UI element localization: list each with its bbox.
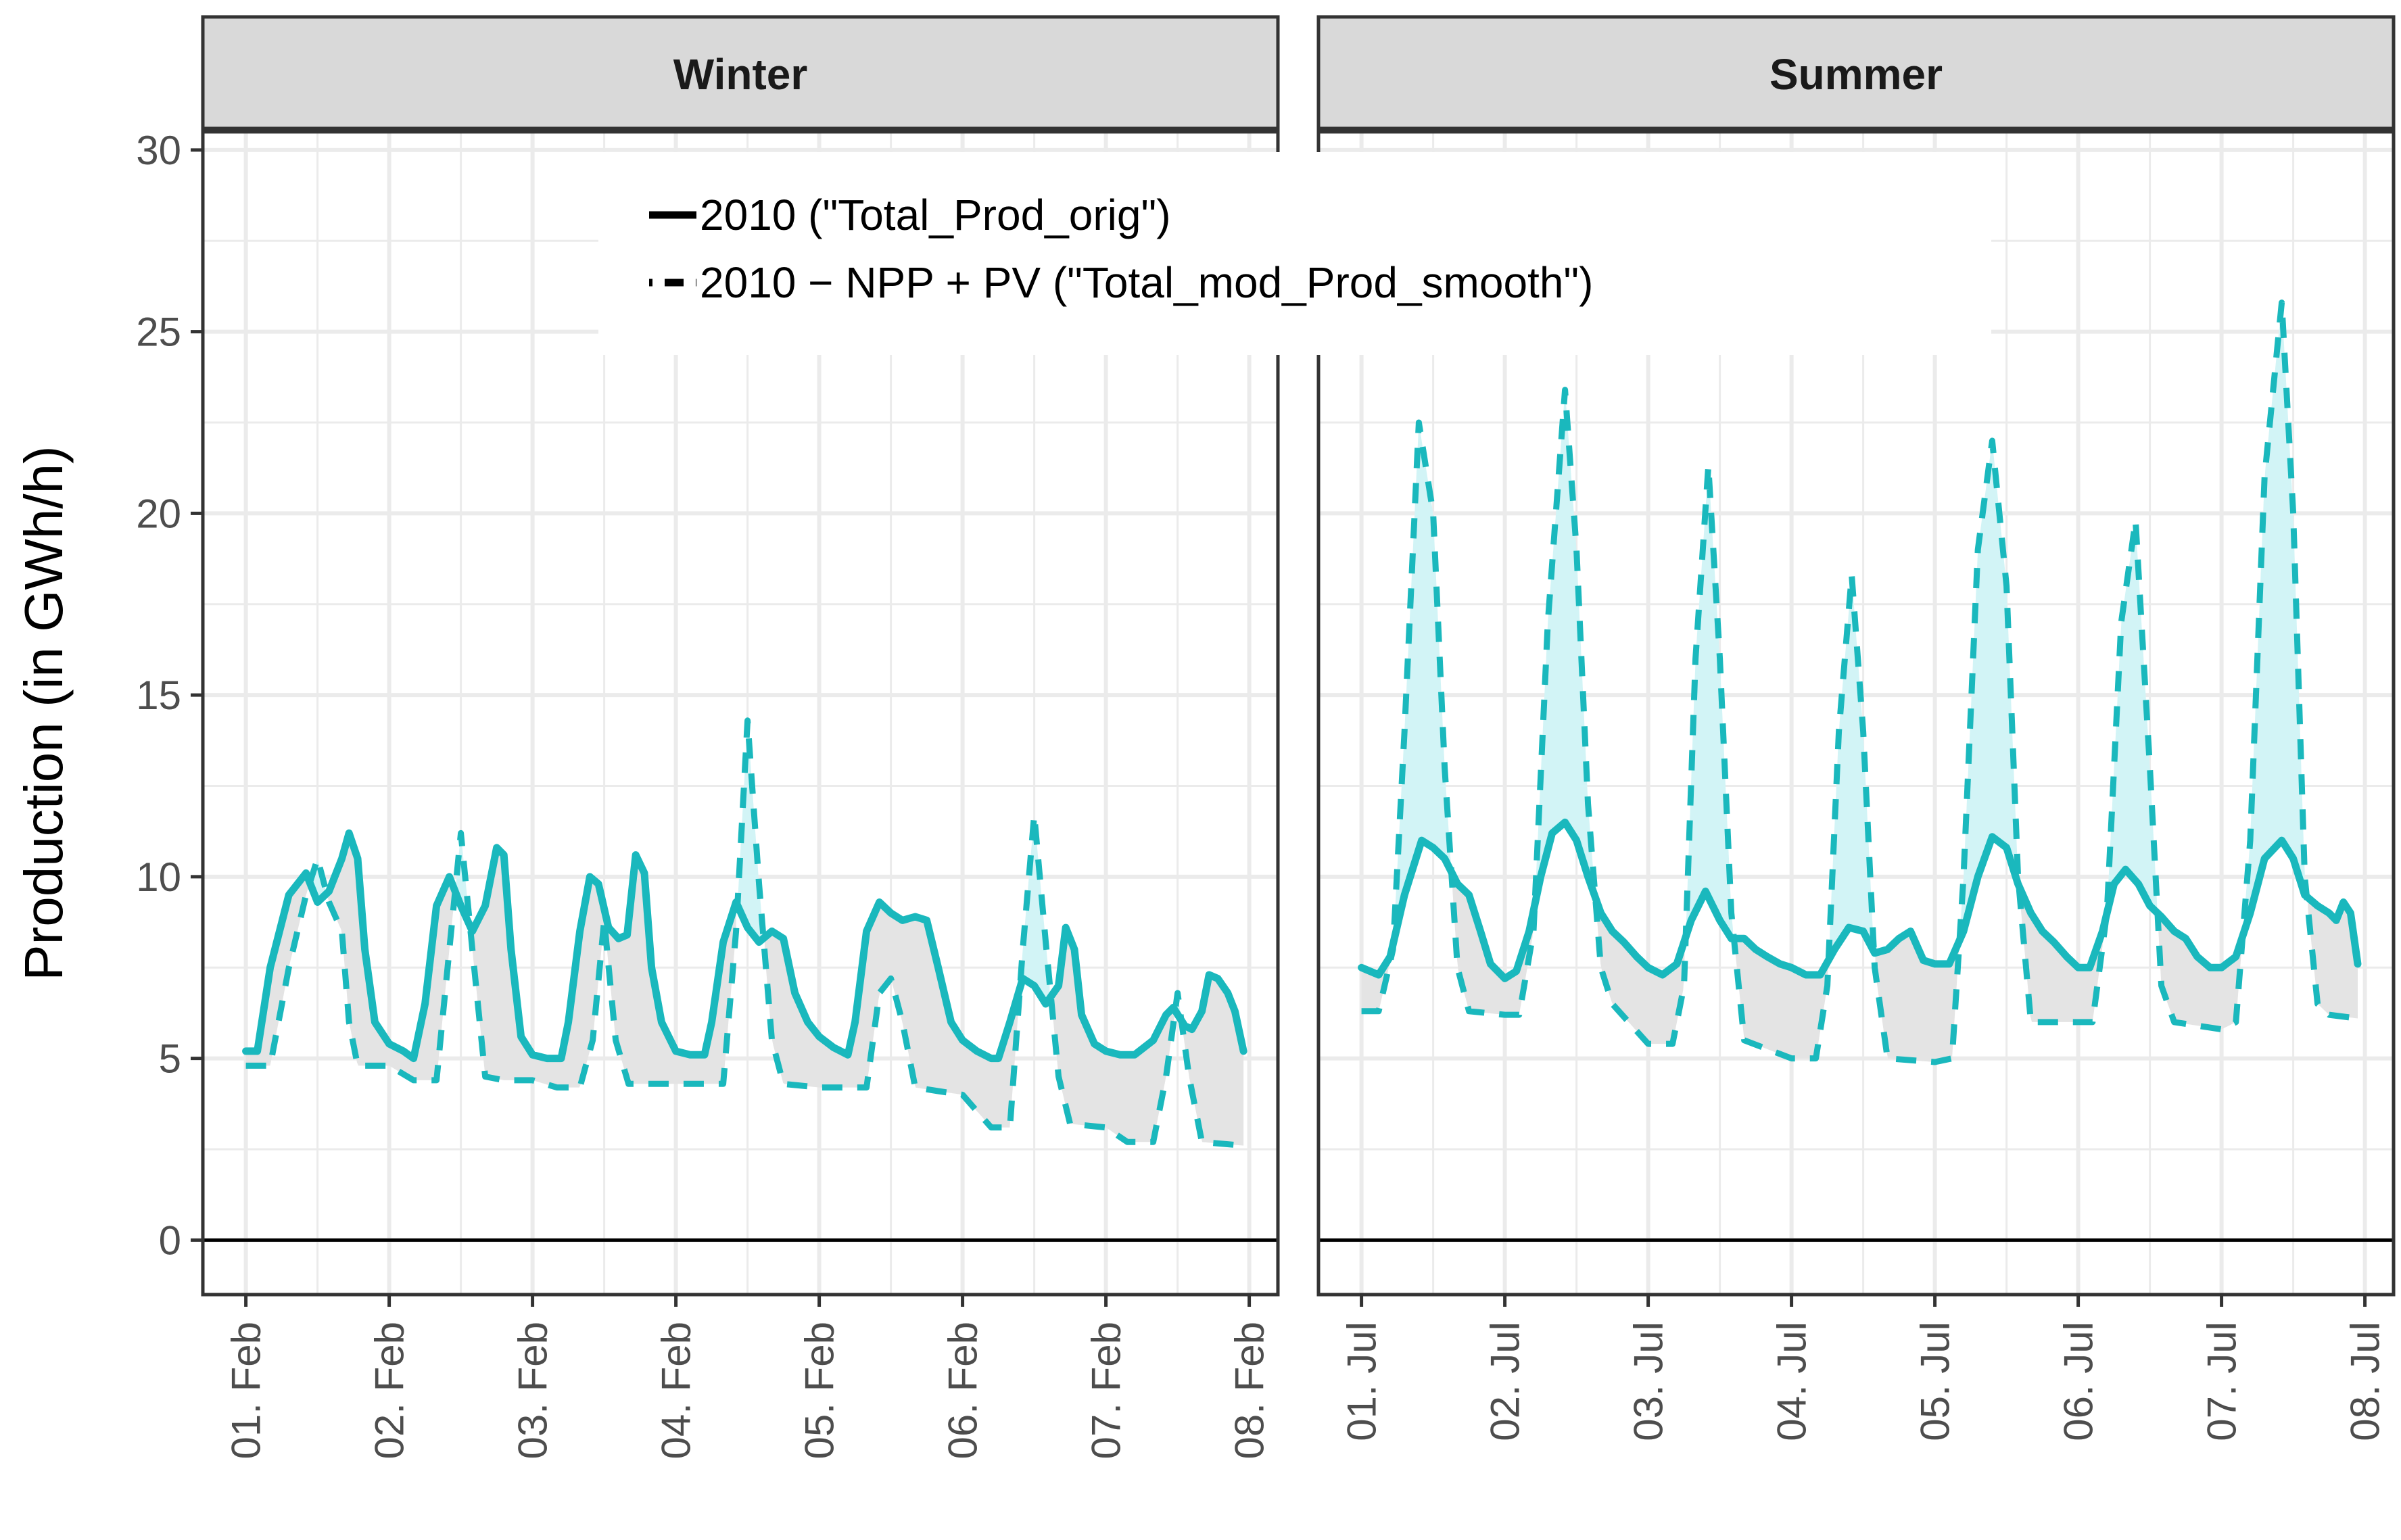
ribbon-decrease — [2308, 897, 2358, 1019]
y-tick-label: 0 — [159, 1218, 181, 1263]
ribbon-decrease — [471, 847, 736, 1088]
ribbon-increase — [1394, 429, 1452, 940]
ribbon-decrease — [1182, 975, 1244, 1146]
x-tick-label: 07. Jul — [2200, 1322, 2245, 1441]
x-tick-label: 07. Feb — [1084, 1322, 1129, 1459]
x-tick-label: 08. Feb — [1227, 1322, 1273, 1459]
ribbon-increase — [1021, 817, 1050, 1004]
plot-border-winter — [201, 130, 1280, 1297]
ribbon-increase — [1830, 583, 1874, 958]
x-tick-label: 01. Feb — [224, 1322, 269, 1459]
x-tick-label: 03. Feb — [510, 1322, 556, 1459]
strip-summer — [1316, 15, 2396, 130]
x-axis-summer: 01. Jul 02. Jul 03. Jul 04. Jul 05. Jul 06. J… — [1339, 1295, 2388, 1441]
y-tick-label: 10 — [136, 855, 181, 900]
series-line-original — [242, 829, 1247, 1063]
legend-entry-solid: 2010 ("Total_Prod_orig") — [649, 191, 1171, 239]
strip-title-winter: Winter — [673, 50, 808, 99]
legend: 2010 ("Total_Prod_orig") 2010 − NPP + PV… — [598, 152, 1991, 355]
ribbon-decrease — [245, 873, 309, 1066]
y-tick-label: 5 — [159, 1036, 181, 1082]
x-tick-label: 06. Jul — [2056, 1322, 2101, 1441]
x-axis-winter: 01. Feb 02. Feb 03. Feb 04. Feb 05. Feb 06. F… — [224, 1295, 1273, 1459]
series-winter — [242, 717, 1247, 1149]
series-line-modified — [1361, 299, 2358, 1065]
ribbon-increase — [1535, 390, 1595, 903]
ribbon-increase — [2243, 311, 2307, 933]
y-tick-label: 20 — [136, 491, 181, 536]
y-axis-label: Production (in GWh/h) — [14, 446, 74, 980]
ribbon-decrease — [764, 903, 1020, 1128]
x-tick-label: 03. Jul — [1626, 1322, 1671, 1441]
ribbon-decrease — [2158, 914, 2243, 1030]
ribbon-decrease — [1734, 938, 1828, 1059]
strip-winter — [201, 15, 1280, 130]
series-line-modified — [245, 717, 1244, 1149]
x-tick-label: 05. Jul — [1913, 1322, 1958, 1441]
y-tick-label: 15 — [136, 673, 181, 718]
x-tick-label: 06. Feb — [941, 1322, 986, 1459]
x-tick-label: 01. Jul — [1339, 1322, 1385, 1441]
legend-label-dashed: 2010 − NPP + PV ("Total_mod_Prod_smooth"… — [700, 258, 1593, 307]
legend-label-solid: 2010 ("Total_Prod_orig") — [700, 191, 1171, 239]
plot-border-summer — [1316, 130, 2396, 1297]
x-tick-label: 02. Jul — [1483, 1322, 1528, 1441]
y-tick-label: 25 — [136, 310, 181, 355]
x-tick-label: 04. Jul — [1769, 1322, 1815, 1441]
ribbon-increase — [1686, 472, 1733, 939]
ribbon-increase — [1960, 442, 2018, 938]
strip-title-summer: Summer — [1769, 50, 1943, 99]
series-line-original — [1358, 818, 2362, 982]
y-tick-label: 30 — [136, 128, 181, 173]
ribbon-decrease — [1361, 945, 1393, 1011]
legend-box — [598, 152, 1991, 355]
series-summer — [1358, 299, 2362, 1065]
ribbon-decrease — [1051, 930, 1175, 1142]
y-axis: 0 5 10 15 20 25 30 — [136, 128, 203, 1263]
x-tick-label: 08. Jul — [2343, 1322, 2388, 1441]
x-tick-label: 04. Feb — [654, 1322, 699, 1459]
x-tick-label: 05. Feb — [797, 1322, 842, 1459]
ribbon-increase — [2107, 523, 2158, 913]
x-tick-label: 02. Feb — [367, 1322, 412, 1459]
ribbons-summer — [1318, 311, 2394, 1242]
legend-entry-dashed: 2010 − NPP + PV ("Total_mod_Prod_smooth"… — [649, 258, 1593, 307]
